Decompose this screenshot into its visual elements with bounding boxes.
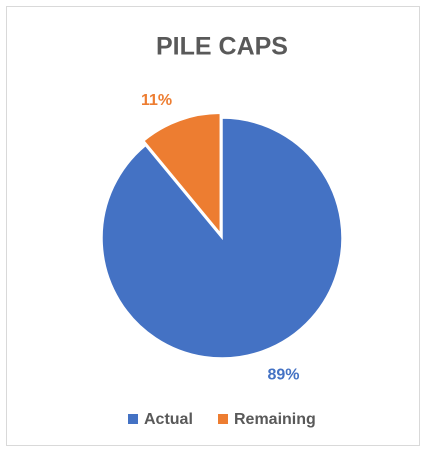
- legend-label: Actual: [144, 411, 193, 428]
- pie-slice: [142, 112, 222, 236]
- legend-swatch: [218, 414, 228, 424]
- legend-swatch: [128, 414, 138, 424]
- data-label: 11%: [141, 92, 172, 109]
- legend-label: Remaining: [234, 411, 316, 428]
- pie-slice: [101, 117, 343, 359]
- chart-title: PILE CAPS: [156, 33, 288, 61]
- data-label: 89%: [267, 367, 299, 384]
